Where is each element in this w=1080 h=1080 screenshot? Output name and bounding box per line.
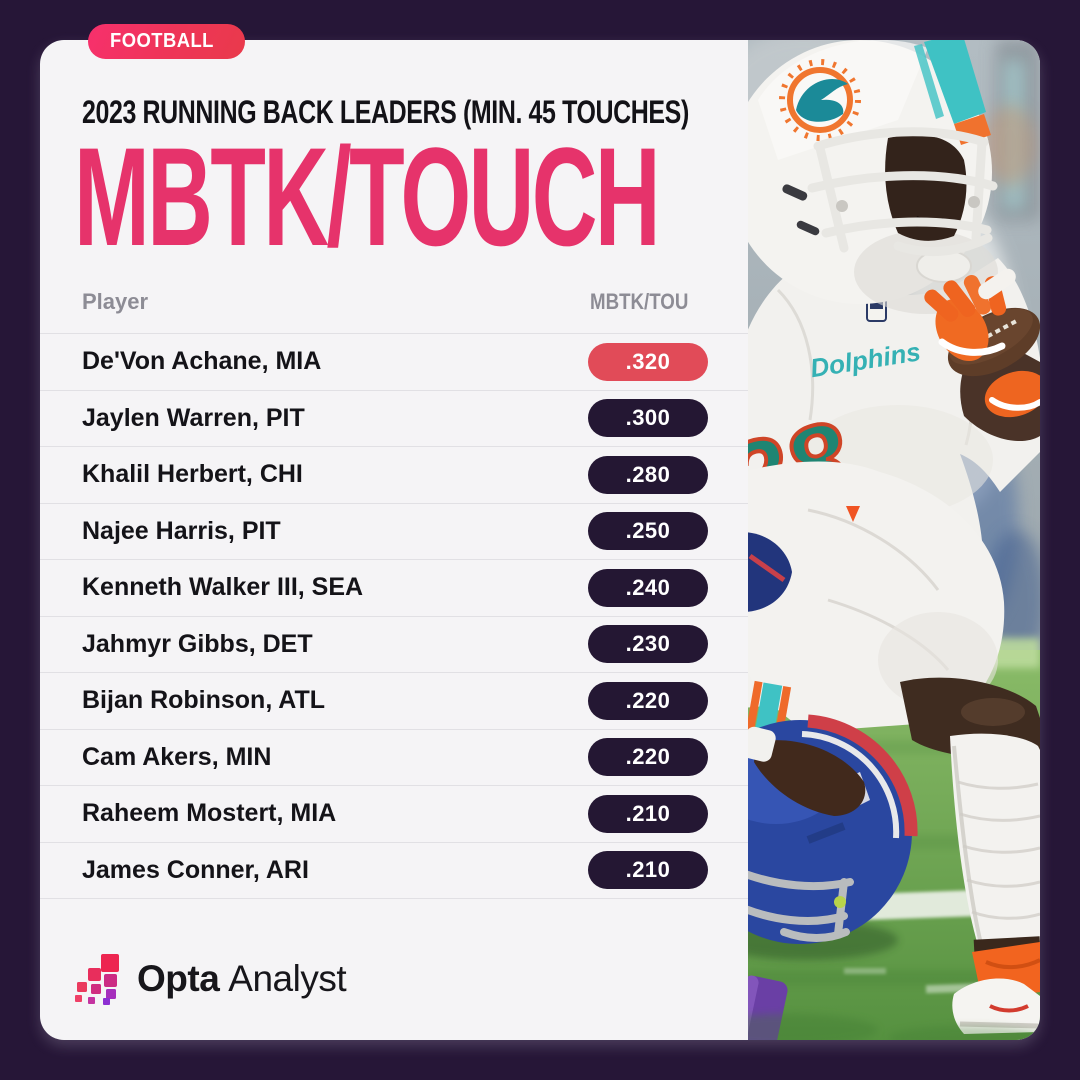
table-row: De'Von Achane, MIA .320 <box>40 334 748 391</box>
column-header-player: Player <box>82 288 149 314</box>
table-row: Jahmyr Gibbs, DET .230 <box>40 617 748 673</box>
table-row: Jaylen Warren, PIT .300 <box>40 391 748 447</box>
player-name: De'Von Achane, MIA <box>82 347 322 376</box>
leaderboard-table: Player MBTK/TOU De'Von Achane, MIA .320 … <box>40 270 748 899</box>
subtitle: 2023 RUNNING BACK LEADERS (MIN. 45 TOUCH… <box>82 94 689 130</box>
player-face <box>885 134 967 241</box>
value-pill: .300 <box>588 399 708 438</box>
table-row: Najee Harris, PIT .250 <box>40 504 748 560</box>
giants-facemask <box>748 870 854 942</box>
calf-sock <box>950 733 1040 1034</box>
cleat <box>952 978 1040 1034</box>
facemask <box>807 127 998 257</box>
player-name: Raheem Mostert, MIA <box>82 799 337 828</box>
dolphins-logo-icon <box>779 59 861 141</box>
opta-logo-text: Opta Analyst <box>137 958 347 1000</box>
football-badge-label: FOOTBALL <box>110 30 214 52</box>
value-pill: .240 <box>588 568 708 607</box>
value-pill: .210 <box>588 851 708 890</box>
value-pill: .210 <box>588 794 708 833</box>
player-name: Kenneth Walker III, SEA <box>82 573 364 602</box>
page-title: MBTK/TOUCH <box>74 118 661 275</box>
logo-word-analyst: Analyst <box>228 958 347 999</box>
player-photo-illustration: 8 Dolphins 28 <box>748 40 1040 1040</box>
player-photo: 8 Dolphins 28 <box>748 40 1040 1040</box>
table-header-row: Player MBTK/TOU <box>40 270 748 334</box>
opta-analyst-logo: Opta Analyst <box>75 953 347 1005</box>
football-and-gloves <box>924 268 1040 442</box>
opta-logo-mark-icon <box>75 954 119 1005</box>
table-row: Bijan Robinson, ATL .220 <box>40 673 748 730</box>
table-row: Raheem Mostert, MIA .210 <box>40 786 748 843</box>
value-pill: .320 <box>588 342 708 381</box>
player-name: James Conner, ARI <box>82 855 309 884</box>
helmet-stripe <box>924 40 986 124</box>
content-card: 2023 RUNNING BACK LEADERS (MIN. 45 TOUCH… <box>40 40 1040 1040</box>
value-pill: .230 <box>588 625 708 664</box>
table-row: James Conner, ARI .210 <box>40 843 748 899</box>
value-pill: .280 <box>588 455 708 494</box>
table-row: Kenneth Walker III, SEA .240 <box>40 560 748 617</box>
helmet <box>748 40 998 314</box>
player-name: Khalil Herbert, CHI <box>82 460 303 489</box>
table-row: Cam Akers, MIN .220 <box>40 730 748 786</box>
player-name: Najee Harris, PIT <box>82 516 281 545</box>
stiff-arm <box>754 740 866 816</box>
value-pill: .250 <box>588 512 708 551</box>
table-row: Khalil Herbert, CHI .280 <box>40 447 748 504</box>
player-name: Jaylen Warren, PIT <box>82 403 305 432</box>
player-name: Cam Akers, MIN <box>82 742 272 771</box>
player-name: Jahmyr Gibbs, DET <box>82 629 313 658</box>
glove <box>924 268 1040 418</box>
pants-logo <box>846 506 860 522</box>
logo-word-opta: Opta <box>137 958 220 999</box>
value-pill: .220 <box>588 738 708 777</box>
football-badge: FOOTBALL <box>88 24 245 59</box>
column-header-value: MBTK/TOU <box>590 288 689 314</box>
pants-thigh <box>748 461 1005 786</box>
value-pill: .220 <box>588 681 708 720</box>
table-body: De'Von Achane, MIA .320 Jaylen Warren, P… <box>40 334 748 899</box>
giants-helmet <box>748 714 918 960</box>
player-name: Bijan Robinson, ATL <box>82 686 326 715</box>
